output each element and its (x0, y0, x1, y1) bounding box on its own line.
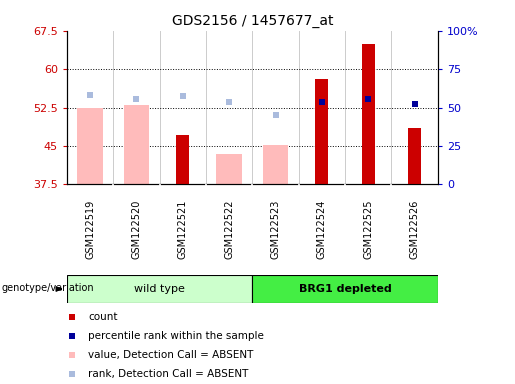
Bar (216, 154, 242, 184)
Text: count: count (88, 312, 117, 322)
Text: GSM122526: GSM122526 (409, 200, 420, 259)
Bar (408, 128, 421, 184)
Title: GDS2156 / 1457677_at: GDS2156 / 1457677_at (171, 14, 333, 28)
Text: wild type: wild type (134, 284, 185, 294)
Text: GSM122519: GSM122519 (85, 200, 95, 259)
Bar (77, 108, 103, 184)
Bar (176, 135, 190, 184)
Text: GSM122524: GSM122524 (317, 200, 327, 259)
Text: percentile rank within the sample: percentile rank within the sample (88, 331, 264, 341)
Text: GSM122521: GSM122521 (178, 200, 188, 259)
Bar (67, 275, 252, 303)
Bar (315, 79, 329, 184)
Bar (124, 105, 149, 184)
Text: rank, Detection Call = ABSENT: rank, Detection Call = ABSENT (88, 369, 248, 379)
Bar (252, 275, 438, 303)
Text: GSM122520: GSM122520 (131, 200, 142, 259)
Text: genotype/variation: genotype/variation (2, 283, 94, 293)
Text: value, Detection Call = ABSENT: value, Detection Call = ABSENT (88, 350, 253, 360)
Bar (263, 145, 288, 184)
Text: GSM122523: GSM122523 (270, 200, 281, 259)
Bar (362, 43, 375, 184)
Text: GSM122522: GSM122522 (224, 200, 234, 259)
Text: GSM122525: GSM122525 (363, 200, 373, 259)
Text: BRG1 depleted: BRG1 depleted (299, 284, 391, 294)
